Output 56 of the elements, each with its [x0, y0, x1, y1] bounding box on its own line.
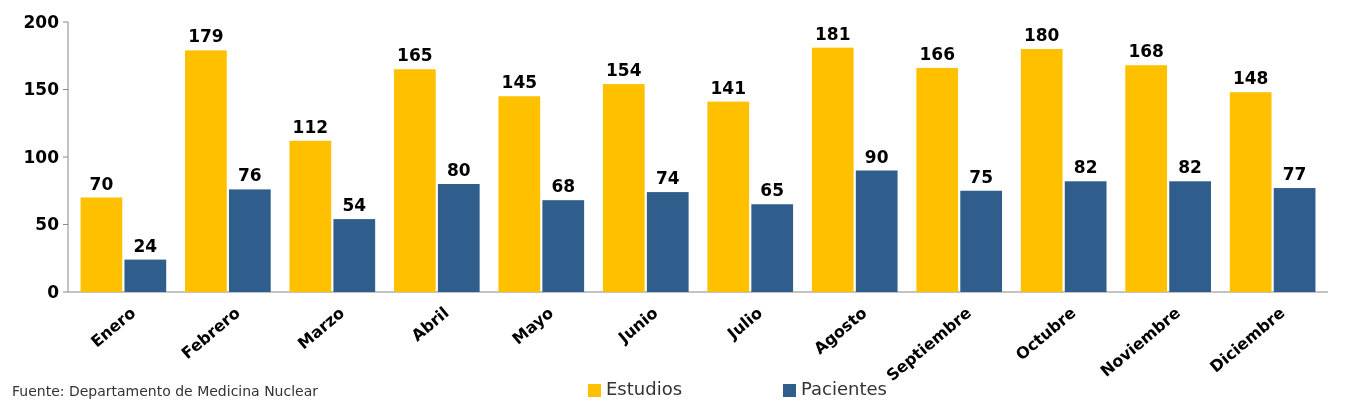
bar — [393, 69, 436, 292]
bar — [498, 96, 541, 292]
data-label: 70 — [89, 173, 114, 194]
data-label: 165 — [397, 45, 433, 66]
data-label: 181 — [815, 23, 851, 44]
bar — [185, 50, 227, 292]
data-label: 68 — [551, 176, 576, 197]
y-tick-label: 150 — [23, 79, 60, 100]
y-tick-label: 200 — [23, 11, 60, 32]
data-label: 24 — [133, 235, 158, 256]
bar — [80, 197, 123, 292]
data-label: 82 — [1178, 157, 1202, 178]
data-label: 54 — [342, 195, 367, 216]
data-label: 82 — [1073, 157, 1098, 178]
data-label: 112 — [292, 116, 329, 137]
bar — [960, 190, 1003, 292]
data-label: 166 — [919, 43, 955, 64]
bar — [707, 101, 750, 292]
bar — [437, 184, 480, 292]
bar — [855, 170, 898, 292]
bar — [333, 219, 376, 292]
bar — [646, 192, 689, 292]
bar — [1229, 92, 1272, 292]
data-label: 179 — [188, 26, 224, 47]
bar — [1169, 181, 1211, 292]
data-label: 145 — [501, 72, 538, 93]
data-label: 180 — [1023, 25, 1060, 45]
bar — [1064, 181, 1107, 292]
data-label: 76 — [237, 165, 262, 186]
data-label: 148 — [1232, 68, 1269, 89]
y-tick-label: 0 — [47, 281, 60, 302]
data-label: 168 — [1128, 41, 1164, 62]
data-label: 77 — [1282, 164, 1307, 185]
bar — [289, 140, 332, 292]
data-label: 141 — [710, 77, 747, 98]
source-note: Fuente: Departamento de Medicina Nuclear — [12, 383, 319, 399]
legend-label: Estudios — [606, 378, 683, 399]
data-label: 154 — [606, 60, 642, 81]
bar — [124, 259, 167, 292]
bar — [1125, 65, 1168, 292]
bar — [1020, 49, 1063, 292]
data-label: 65 — [760, 180, 785, 201]
bar — [751, 204, 794, 292]
legend-label: Pacientes — [801, 378, 887, 399]
bar — [916, 67, 959, 292]
data-label: 90 — [864, 146, 889, 167]
bar — [602, 84, 645, 292]
data-label: 75 — [969, 166, 993, 187]
data-label: 74 — [655, 168, 680, 189]
bar — [542, 200, 585, 292]
y-tick-label: 100 — [23, 146, 60, 167]
bar — [1273, 188, 1316, 292]
bar — [811, 47, 854, 292]
bar — [228, 189, 271, 292]
data-label: 80 — [446, 160, 471, 180]
y-tick-label: 50 — [35, 214, 60, 235]
